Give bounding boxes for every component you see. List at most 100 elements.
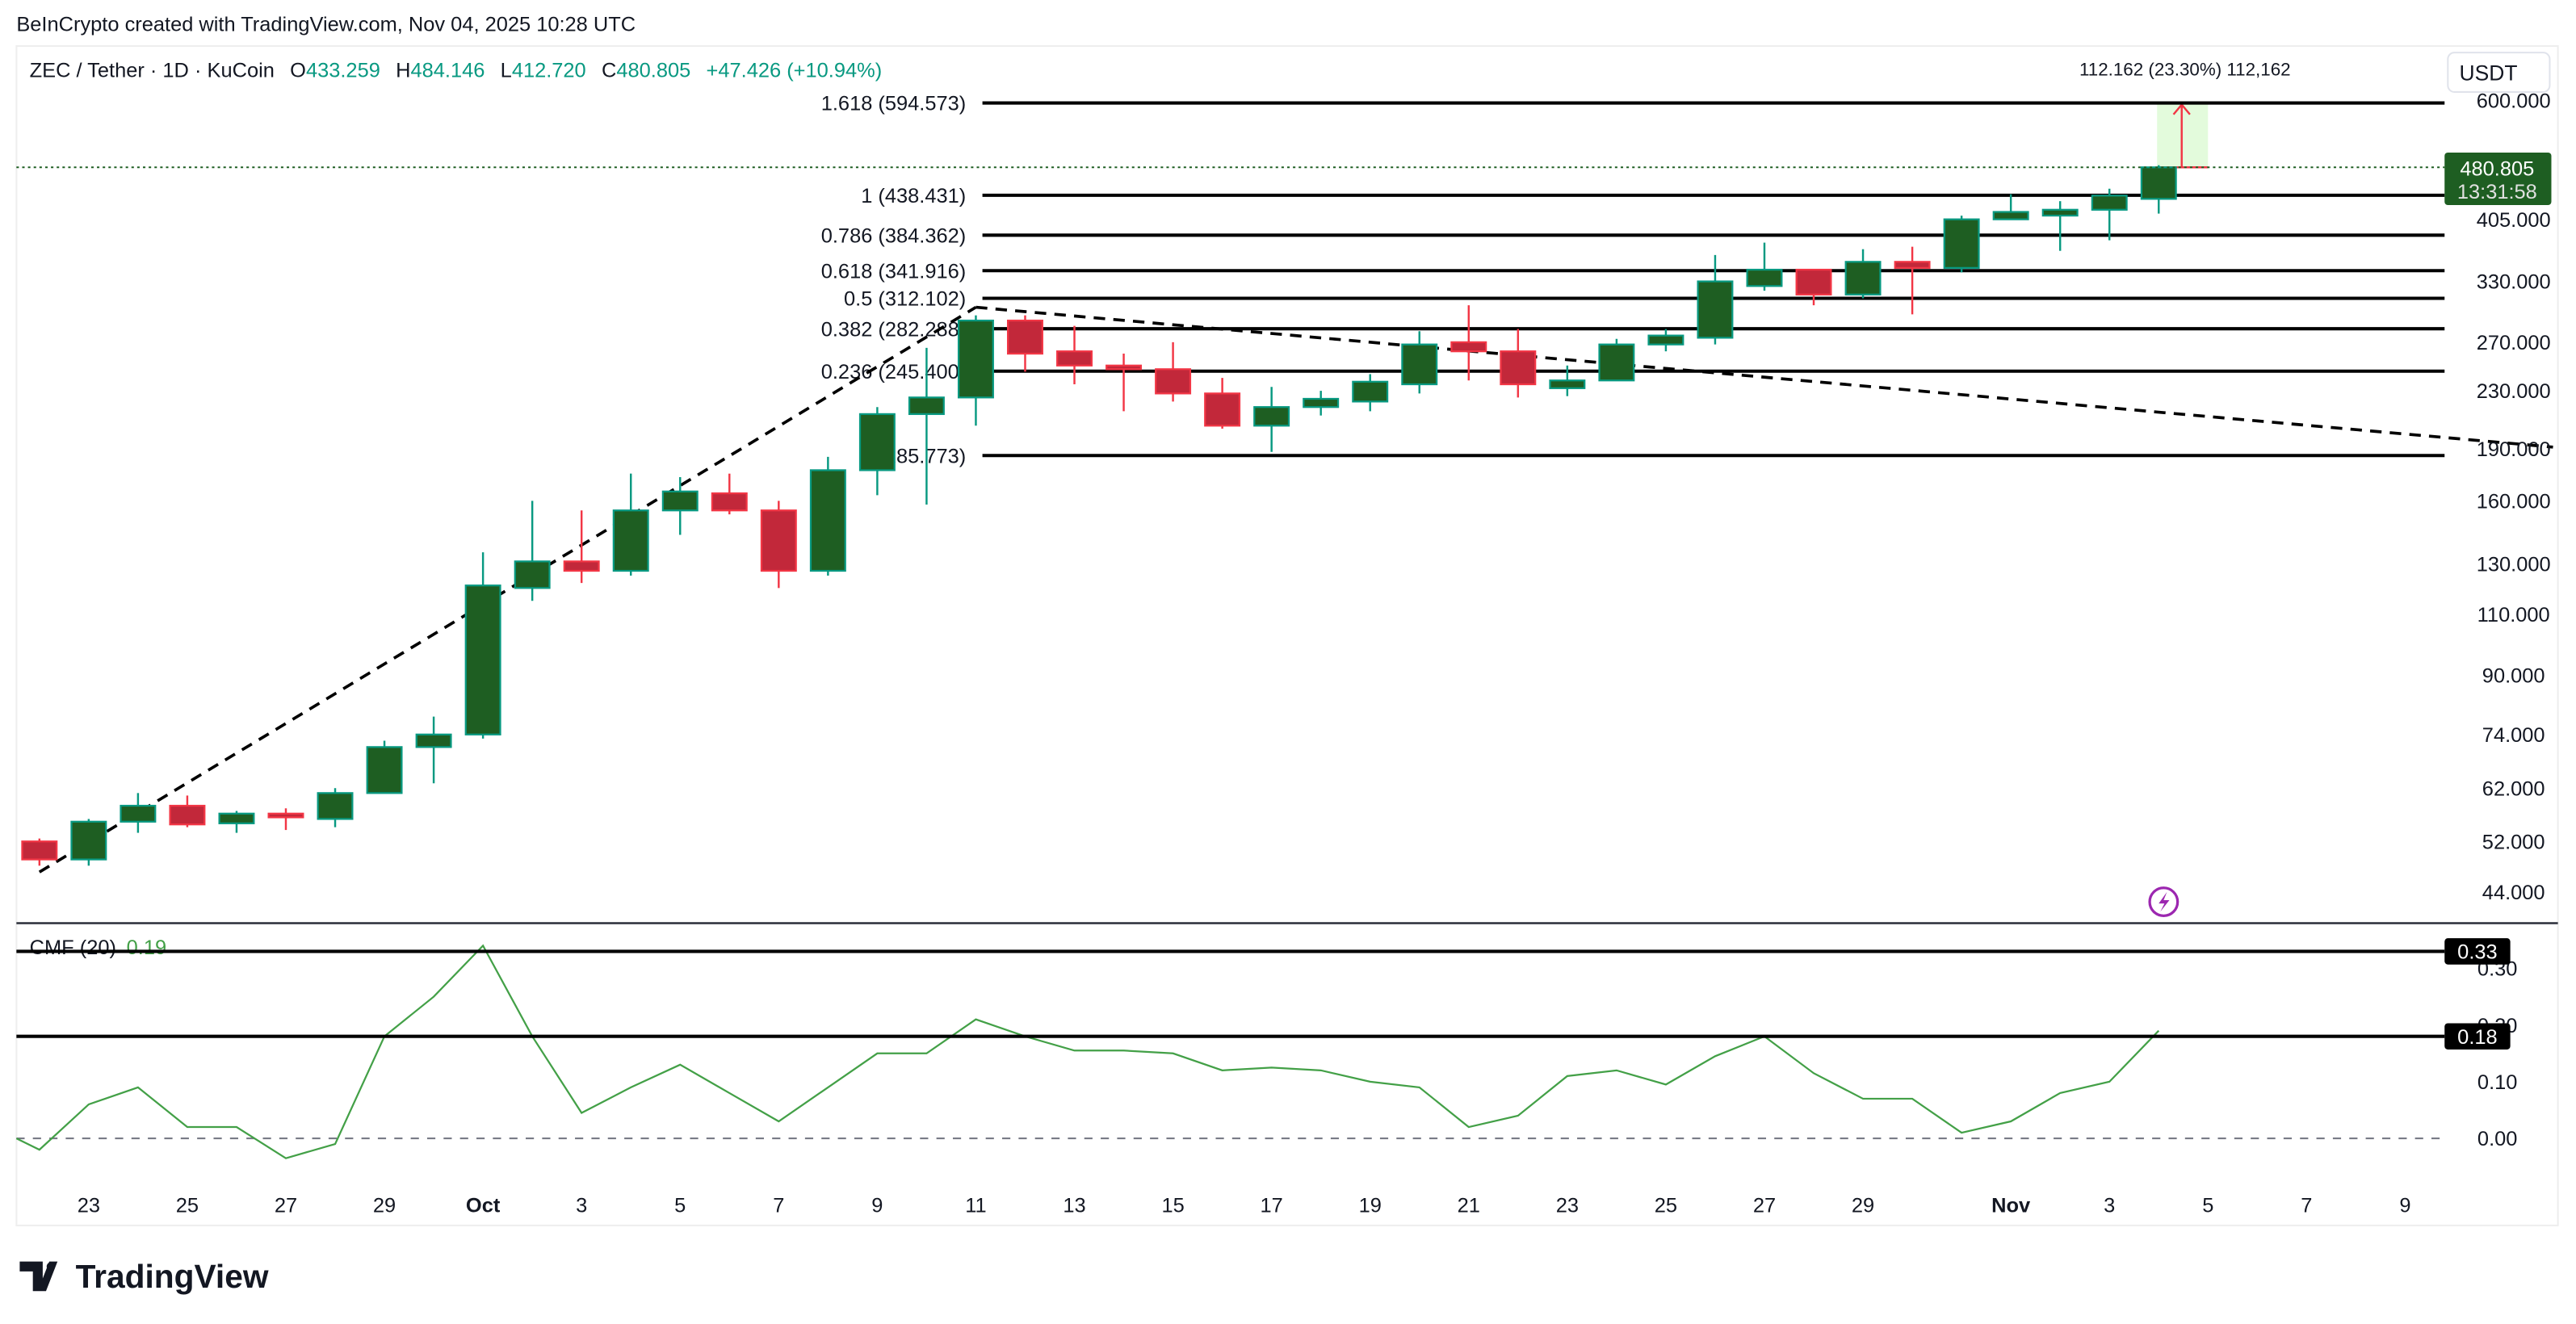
candle-body [858, 413, 896, 471]
trend-line[interactable] [975, 305, 2553, 449]
time-axis-tick: 3 [2104, 1195, 2115, 1217]
price-axis-tick: 330.000 [2477, 271, 2551, 294]
candle [514, 501, 551, 601]
candle [908, 347, 945, 505]
tradingview-logo[interactable]: TradingView [19, 1258, 269, 1295]
candle-body [1647, 334, 1684, 346]
candle-body [711, 492, 748, 512]
price-axis-tick: 44.000 [2482, 882, 2545, 904]
cmf-axis-tick: 0.00 [2477, 1128, 2517, 1150]
price-axis-tick: 190.000 [2477, 438, 2551, 461]
currency-label: USDT [2460, 61, 2518, 86]
candle-body [1500, 350, 1537, 386]
price-axis-tick: 130.000 [2477, 553, 2551, 576]
candle-body [1992, 211, 2029, 220]
candle-body [1450, 341, 1487, 353]
fib-level-label: 1 (438.431) [861, 185, 966, 207]
svg-text:ZEC / Tether · 1D · KuCoin: ZEC / Tether · 1D · KuCoin O433.259 H484… [30, 60, 883, 82]
legend-open: 433.259 [306, 60, 380, 82]
fib-level-label: 0.786 (384.362) [821, 224, 967, 247]
time-axis-tick: 9 [2399, 1195, 2410, 1217]
candle-body [957, 319, 994, 399]
cmf-legend-value: 0.19 [127, 936, 166, 959]
candle-body [661, 490, 699, 512]
price-axis-tick: 270.000 [2477, 332, 2551, 354]
candle [858, 407, 896, 496]
legend-high-label: H [396, 60, 410, 82]
currency-button[interactable]: USDT [2447, 52, 2551, 93]
candle [21, 838, 58, 866]
legend-high: 484.146 [411, 60, 485, 82]
price-axis-tick: 52.000 [2482, 831, 2545, 853]
price-axis-tick: 160.000 [2477, 490, 2551, 513]
candle-body [415, 733, 452, 748]
candle-body [464, 584, 501, 735]
candle-body [2041, 208, 2079, 217]
legend-change: +47.426 (+10.94%) [707, 60, 883, 82]
alert-button[interactable] [2148, 886, 2180, 917]
time-axis-tick: 27 [275, 1195, 297, 1217]
fib-level-label: 0.382 (282.288) [821, 318, 967, 341]
candle-body [120, 804, 157, 823]
candle-body [1943, 218, 1980, 269]
candle [957, 315, 994, 426]
candle-body [612, 509, 649, 572]
candle [1746, 242, 1783, 291]
candle [1549, 365, 1586, 396]
header-title: BeInCrypto created with TradingView.com,… [16, 14, 636, 36]
candle-body [908, 396, 945, 416]
price-axis-tick: 62.000 [2482, 777, 2545, 800]
time-axis-tick: 7 [2301, 1195, 2312, 1217]
candle-body [1056, 350, 1093, 367]
candle-body [70, 820, 107, 861]
fib-level-label: 0.5 (312.102) [844, 288, 966, 311]
time-axis-tick: 25 [176, 1195, 199, 1217]
candle [563, 510, 600, 584]
candle [1697, 254, 1734, 345]
candle-body [809, 469, 846, 572]
candle [1795, 268, 1832, 306]
candle [1007, 315, 1043, 372]
legend-close-label: C [602, 60, 616, 82]
candle [415, 716, 452, 784]
candle-body [317, 792, 354, 820]
candle-body [218, 812, 255, 824]
cmf-level-badge [2444, 1023, 2511, 1050]
time-axis-tick: 25 [1655, 1195, 1677, 1217]
candle-body [1105, 364, 1143, 371]
candle-body [1401, 343, 1438, 386]
time-axis-tick: 11 [965, 1195, 986, 1217]
time-axis-tick: 19 [1359, 1195, 1382, 1217]
candle-body [1155, 368, 1192, 395]
candle [2041, 201, 2079, 251]
candle-body [1204, 392, 1241, 427]
trend-line[interactable] [38, 306, 977, 874]
candle-body [1746, 268, 1783, 287]
candle [2091, 188, 2128, 241]
legend-symbol: ZEC / Tether · 1D · KuCoin [30, 60, 275, 82]
chart-frame [15, 44, 2559, 1226]
candle-body [21, 840, 58, 861]
time-axis-tick: 29 [373, 1195, 396, 1217]
candle [317, 788, 354, 828]
candle-body [1007, 319, 1043, 355]
candle [661, 476, 699, 535]
candle-body [1894, 261, 1931, 269]
candle [1894, 246, 1931, 315]
candle [70, 819, 107, 866]
price-axis-tick: 405.000 [2477, 209, 2551, 232]
candle-body [1253, 406, 1290, 427]
candle [1253, 387, 1290, 452]
candle [218, 811, 255, 833]
last-price-value: 480.805 [2460, 157, 2534, 180]
time-axis-tick: 23 [78, 1195, 100, 1217]
price-axis-tick: 90.000 [2482, 664, 2545, 687]
candle-body [760, 509, 797, 572]
candle [464, 552, 501, 739]
time-axis-tick: 29 [1852, 1195, 1874, 1217]
price-axis-tick: 110.000 [2477, 604, 2550, 626]
projection-label: 112.162 (23.30%) 112,162 [2079, 60, 2291, 80]
candle [612, 473, 649, 576]
cmf-axis-tick: 0.10 [2477, 1071, 2517, 1094]
